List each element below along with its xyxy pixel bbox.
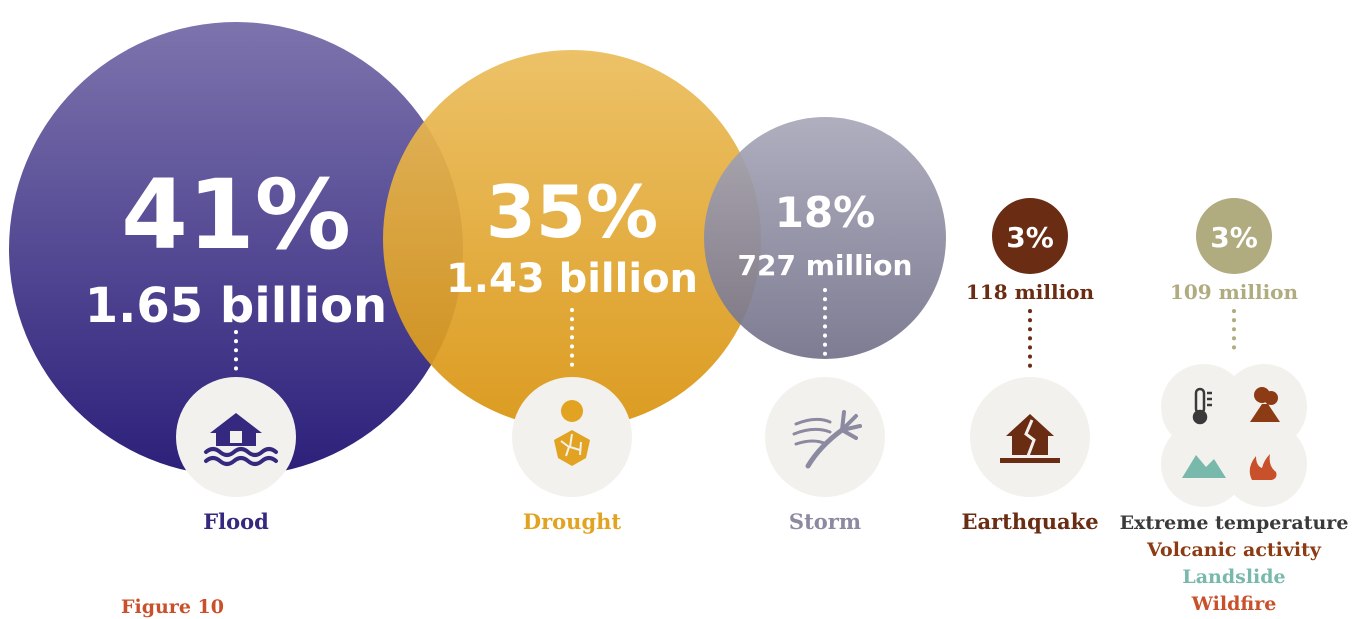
storm-icon-disc — [765, 377, 885, 497]
cracked-earth-icon — [554, 400, 590, 466]
bubble-storm — [704, 117, 946, 359]
thermometer-icon — [1192, 387, 1212, 425]
storm-people: 727 million — [738, 249, 913, 282]
flood-people: 1.65 billion — [85, 278, 387, 334]
flood-percent: 41% — [121, 159, 351, 271]
bubble-earthquake — [992, 198, 1068, 274]
bubble-flood — [9, 22, 463, 476]
other-people: 109 million — [1170, 280, 1299, 304]
landslide-icon — [1182, 455, 1226, 478]
storm-percent: 18% — [775, 188, 876, 237]
other-percent: 3% — [1210, 221, 1258, 254]
other-label-volcanic-activity: Volcanic activity — [1146, 539, 1322, 561]
windswept-palm-icon — [792, 410, 862, 469]
drought-percent: 35% — [486, 170, 658, 254]
flooded-house-icon — [204, 413, 278, 466]
other-label-extreme-temperature: Extreme temperature — [1120, 512, 1349, 534]
other-label-wildfire: Wildfire — [1191, 593, 1277, 615]
earthquake-label: Earthquake — [961, 509, 1098, 534]
earthquake-people: 118 million — [966, 280, 1095, 304]
wildfire-icon — [1249, 454, 1277, 480]
volcano-icon — [1250, 387, 1280, 422]
bubble-drought — [383, 50, 761, 428]
other-icon-disc — [1161, 364, 1307, 507]
figure-caption: Figure 10 — [121, 596, 224, 618]
flood-label: Flood — [203, 509, 269, 534]
earthquake-percent: 3% — [1006, 221, 1054, 254]
other-label-landslide: Landslide — [1182, 566, 1285, 588]
storm-label: Storm — [789, 509, 861, 534]
drought-people: 1.43 billion — [446, 256, 698, 302]
bubble-other — [1196, 198, 1272, 274]
drought-label: Drought — [523, 509, 622, 534]
cracked-house-icon — [1000, 414, 1060, 463]
